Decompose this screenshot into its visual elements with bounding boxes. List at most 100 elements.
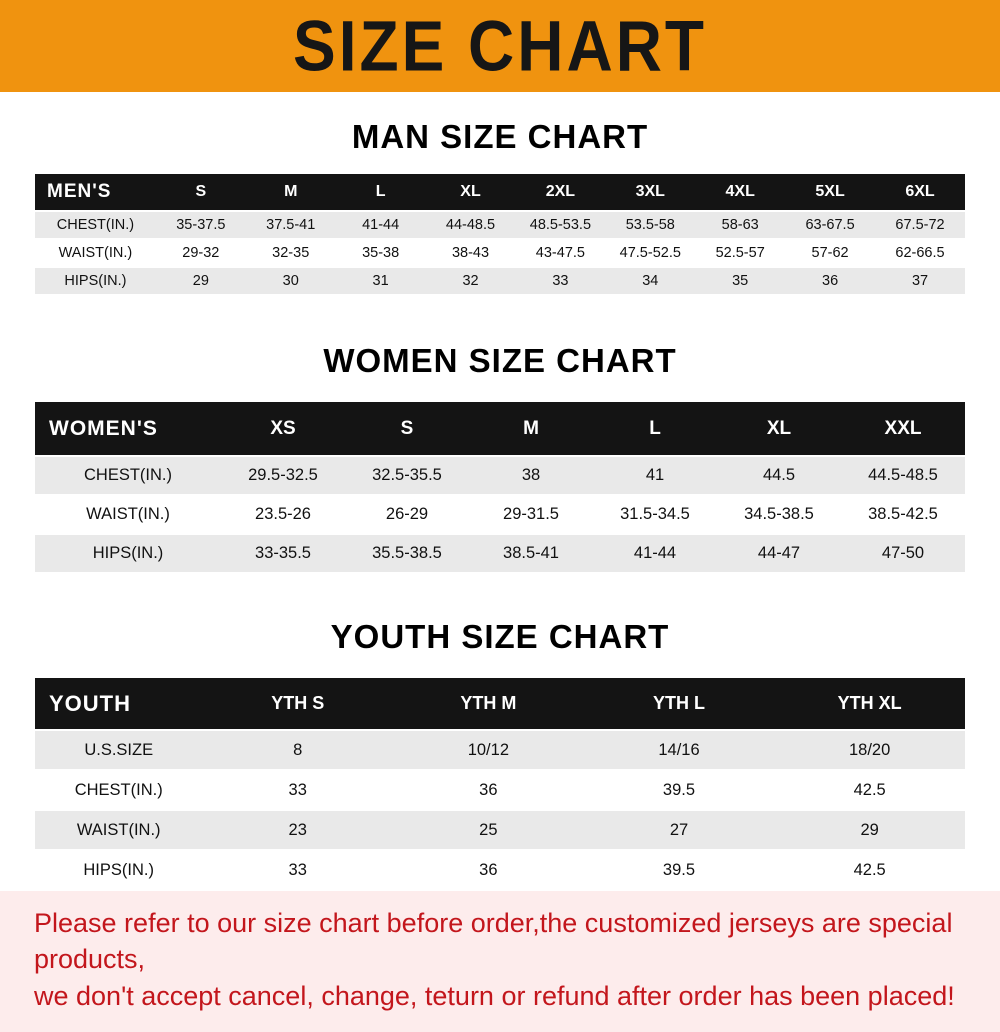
table-row: CHEST(IN.) 33 36 39.5 42.5 [35, 770, 965, 810]
size-value-cell: 48.5-53.5 [515, 211, 606, 239]
table-row: WAIST(IN.) 23.5-26 26-29 29-31.5 31.5-34.5 34… [35, 495, 965, 534]
size-value-cell: 52.5-57 [695, 239, 786, 267]
size-value-cell: 36 [393, 770, 584, 810]
size-value-cell: 23.5-26 [221, 495, 345, 534]
table-name-cell: WOMEN'S [35, 402, 221, 456]
section-heading-women: WOMEN SIZE CHART [323, 342, 677, 379]
size-value-cell: 42.5 [774, 850, 965, 890]
size-column-header: L [335, 174, 426, 211]
table-header-row: WOMEN'S XS S M L XL XXL [35, 402, 965, 456]
size-column-header: 4XL [695, 174, 786, 211]
size-value-cell: 39.5 [583, 850, 775, 890]
size-chart-banner: SIZE CHART [0, 0, 1000, 92]
size-value-cell: 32 [425, 267, 516, 295]
size-column-header: S [155, 174, 246, 211]
row-label-cell: HIPS(IN.) [35, 534, 221, 573]
size-value-cell: 29-31.5 [469, 495, 593, 534]
table-name-cell: MEN'S [35, 174, 156, 211]
size-value-cell: 29 [774, 810, 965, 850]
size-value-cell: 41 [593, 456, 717, 495]
size-value-cell: 33 [202, 770, 394, 810]
size-column-header: 2XL [515, 174, 606, 211]
men-size-table: MEN'S S M L XL 2XL 3XL 4XL 5XL 6XL CHEST(IN.) 35-37… [35, 174, 965, 296]
disclaimer-text: Please refer to our size chart before or… [0, 891, 1000, 1032]
disclaimer-line-1: Please refer to our size chart before or… [34, 908, 953, 975]
size-value-cell: 35 [695, 267, 786, 295]
size-value-cell: 41-44 [335, 211, 426, 239]
size-value-cell: 29 [155, 267, 246, 295]
section-heading-youth: YOUTH SIZE CHART [330, 618, 670, 655]
size-value-cell: 38.5-41 [469, 534, 593, 573]
size-value-cell: 53.5-58 [605, 211, 696, 239]
table-header-row: MEN'S S M L XL 2XL 3XL 4XL 5XL 6XL [35, 174, 965, 211]
size-column-header: XL [425, 174, 516, 211]
size-value-cell: 26-29 [345, 495, 469, 534]
size-value-cell: 35-37.5 [155, 211, 246, 239]
table-name-cell: YOUTH [35, 678, 203, 730]
size-column-header: XS [221, 402, 345, 456]
size-column-header: L [593, 402, 717, 456]
disclaimer-line-2: we don't accept cancel, change, teturn o… [34, 980, 955, 1011]
size-value-cell: 44-47 [717, 534, 841, 573]
size-value-cell: 58-63 [695, 211, 786, 239]
size-value-cell: 36 [785, 267, 876, 295]
size-value-cell: 57-62 [785, 239, 876, 267]
table-header-row: YOUTH YTH S YTH M YTH L YTH XL [35, 678, 965, 730]
size-column-header: M [245, 174, 336, 211]
size-value-cell: 23 [202, 810, 394, 850]
row-label-cell: HIPS(IN.) [35, 267, 156, 295]
size-value-cell: 33 [202, 850, 394, 890]
size-value-cell: 32-35 [245, 239, 336, 267]
table-row: HIPS(IN.) 29 30 31 32 33 34 35 36 37 [35, 267, 965, 295]
size-value-cell: 29-32 [155, 239, 246, 267]
size-value-cell: 41-44 [593, 534, 717, 573]
size-value-cell: 62-66.5 [875, 239, 965, 267]
row-label-cell: CHEST(IN.) [35, 211, 156, 239]
size-value-cell: 39.5 [583, 770, 775, 810]
table-row: WAIST(IN.) 23 25 27 29 [35, 810, 965, 850]
women-size-table: WOMEN'S XS S M L XL XXL CHEST(IN.) 29.5-32.5 32.5… [35, 402, 965, 574]
size-value-cell: 30 [245, 267, 336, 295]
size-value-cell: 38 [469, 456, 593, 495]
size-value-cell: 31 [335, 267, 426, 295]
size-column-header: YTH S [202, 678, 394, 730]
size-value-cell: 36 [393, 850, 584, 890]
size-value-cell: 37.5-41 [245, 211, 336, 239]
table-row: HIPS(IN.) 33-35.5 35.5-38.5 38.5-41 41-44 44-… [35, 534, 965, 573]
size-value-cell: 35-38 [335, 239, 426, 267]
table-row: CHEST(IN.) 29.5-32.5 32.5-35.5 38 41 44.5 44.5… [35, 456, 965, 495]
row-label-cell: WAIST(IN.) [35, 239, 156, 267]
size-value-cell: 67.5-72 [875, 211, 965, 239]
table-row: HIPS(IN.) 33 36 39.5 42.5 [35, 850, 965, 890]
size-value-cell: 34 [605, 267, 696, 295]
size-value-cell: 33-35.5 [221, 534, 345, 573]
size-value-cell: 43-47.5 [515, 239, 606, 267]
size-value-cell: 35.5-38.5 [345, 534, 469, 573]
section-heading-man: MAN SIZE CHART [351, 118, 649, 155]
size-value-cell: 14/16 [583, 730, 775, 770]
size-value-cell: 34.5-38.5 [717, 495, 841, 534]
size-value-cell: 44.5-48.5 [841, 456, 965, 495]
size-value-cell: 47-50 [841, 534, 965, 573]
size-column-header: XL [717, 402, 841, 456]
size-value-cell: 63-67.5 [785, 211, 876, 239]
size-column-header: YTH M [393, 678, 584, 730]
row-label-cell: WAIST(IN.) [35, 810, 203, 850]
row-label-cell: U.S.SIZE [35, 730, 203, 770]
size-column-header: YTH XL [774, 678, 965, 730]
size-value-cell: 44.5 [717, 456, 841, 495]
row-label-cell: WAIST(IN.) [35, 495, 221, 534]
size-column-header: 6XL [875, 174, 965, 211]
size-value-cell: 37 [875, 267, 965, 295]
row-label-cell: HIPS(IN.) [35, 850, 203, 890]
size-column-header: XXL [841, 402, 965, 456]
table-row: WAIST(IN.) 29-32 32-35 35-38 38-43 43-47.5 47.… [35, 239, 965, 267]
table-row: U.S.SIZE 8 10/12 14/16 18/20 [35, 730, 965, 770]
size-column-header: 5XL [785, 174, 876, 211]
size-column-header: YTH L [583, 678, 775, 730]
size-value-cell: 18/20 [774, 730, 965, 770]
size-value-cell: 25 [393, 810, 584, 850]
size-value-cell: 44-48.5 [425, 211, 516, 239]
size-column-header: S [345, 402, 469, 456]
size-value-cell: 29.5-32.5 [221, 456, 345, 495]
